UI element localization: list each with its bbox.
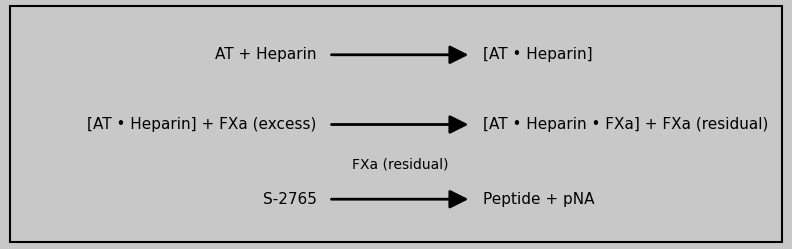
Text: Peptide + pNA: Peptide + pNA [483,192,595,207]
Text: [AT • Heparin]: [AT • Heparin] [483,47,592,62]
Text: FXa (residual): FXa (residual) [352,158,448,172]
Text: [AT • Heparin • FXa] + FXa (residual): [AT • Heparin • FXa] + FXa (residual) [483,117,768,132]
Text: S-2765: S-2765 [263,192,317,207]
Text: [AT • Heparin] + FXa (excess): [AT • Heparin] + FXa (excess) [87,117,317,132]
Text: AT + Heparin: AT + Heparin [215,47,317,62]
